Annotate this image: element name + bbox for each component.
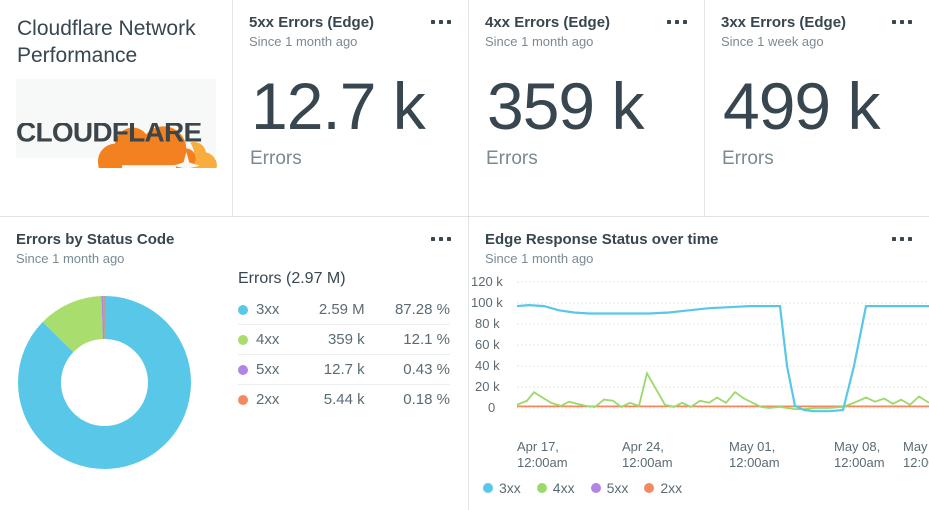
svg-text:80 k: 80 k bbox=[475, 316, 500, 331]
svg-text:40 k: 40 k bbox=[475, 358, 500, 373]
svg-text:100 k: 100 k bbox=[471, 295, 503, 310]
svg-text:60 k: 60 k bbox=[475, 337, 500, 352]
svg-text:0: 0 bbox=[488, 400, 495, 415]
svg-text:CLOUDFLARE: CLOUDFLARE bbox=[16, 123, 201, 148]
svg-text:120 k: 120 k bbox=[471, 275, 503, 289]
svg-text:20 k: 20 k bbox=[475, 379, 500, 394]
